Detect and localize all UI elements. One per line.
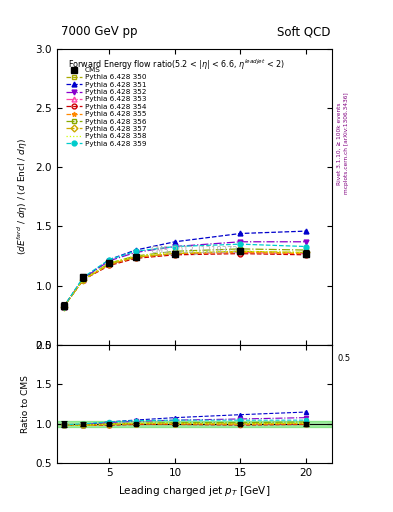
Pythia 6.428 353: [107, 261, 112, 267]
Pythia 6.428 356: [173, 248, 177, 254]
Pythia 6.428 356: [133, 253, 138, 259]
Pythia 6.428 359: [303, 243, 308, 249]
Pythia 6.428 351: [133, 247, 138, 253]
Pythia 6.428 350: [133, 254, 138, 260]
Pythia 6.428 359: [107, 257, 112, 263]
Pythia 6.428 359: [133, 248, 138, 254]
Line: Pythia 6.428 351: Pythia 6.428 351: [61, 229, 309, 309]
Pythia 6.428 352: [107, 258, 112, 264]
Text: CMS_2013_I1218372: CMS_2013_I1218372: [151, 246, 238, 254]
Pythia 6.428 350: [238, 248, 243, 254]
Y-axis label: $(dE^{fard}$ / $d\eta)$ / $(d$ Encl / $d\eta)$: $(dE^{fard}$ / $d\eta)$ / $(d$ Encl / $d…: [16, 138, 30, 255]
Pythia 6.428 350: [61, 304, 66, 310]
Line: Pythia 6.428 355: Pythia 6.428 355: [61, 250, 309, 309]
Pythia 6.428 358: [133, 253, 138, 259]
Pythia 6.428 358: [173, 249, 177, 255]
Pythia 6.428 354: [238, 250, 243, 257]
Line: Pythia 6.428 357: Pythia 6.428 357: [61, 249, 309, 309]
Pythia 6.428 352: [81, 275, 86, 282]
Line: Pythia 6.428 352: Pythia 6.428 352: [61, 239, 309, 309]
Pythia 6.428 351: [107, 257, 112, 263]
Pythia 6.428 350: [303, 250, 308, 257]
Pythia 6.428 359: [238, 241, 243, 247]
Pythia 6.428 355: [61, 304, 66, 310]
Pythia 6.428 352: [61, 304, 66, 310]
Y-axis label: Ratio to CMS: Ratio to CMS: [21, 375, 30, 433]
Pythia 6.428 354: [133, 255, 138, 262]
Line: Pythia 6.428 356: Pythia 6.428 356: [61, 246, 309, 309]
Pythia 6.428 355: [107, 261, 112, 267]
Pythia 6.428 352: [238, 239, 243, 245]
Pythia 6.428 352: [173, 243, 177, 249]
Pythia 6.428 352: [303, 239, 308, 245]
Pythia 6.428 357: [81, 276, 86, 283]
Pythia 6.428 358: [61, 304, 66, 310]
Pythia 6.428 355: [173, 250, 177, 257]
Pythia 6.428 356: [107, 260, 112, 266]
Text: 7000 GeV pp: 7000 GeV pp: [61, 26, 138, 38]
Pythia 6.428 351: [303, 228, 308, 234]
Pythia 6.428 359: [61, 304, 66, 310]
Line: Pythia 6.428 358: Pythia 6.428 358: [64, 251, 306, 307]
Pythia 6.428 356: [238, 246, 243, 252]
Pythia 6.428 354: [61, 304, 66, 310]
Pythia 6.428 351: [173, 239, 177, 245]
Pythia 6.428 355: [81, 276, 86, 283]
Pythia 6.428 356: [303, 247, 308, 253]
Pythia 6.428 353: [173, 250, 177, 257]
Pythia 6.428 350: [81, 276, 86, 283]
Pythia 6.428 359: [81, 274, 86, 281]
Pythia 6.428 354: [81, 276, 86, 283]
X-axis label: Leading charged jet $p_T$ [GeV]: Leading charged jet $p_T$ [GeV]: [118, 484, 271, 498]
Pythia 6.428 358: [107, 260, 112, 266]
Pythia 6.428 355: [133, 254, 138, 260]
Pythia 6.428 358: [238, 248, 243, 254]
Text: mcplots.cern.ch [arXiv:1306.3436]: mcplots.cern.ch [arXiv:1306.3436]: [344, 93, 349, 194]
Line: Pythia 6.428 350: Pythia 6.428 350: [61, 249, 309, 309]
Bar: [57, 421, 332, 427]
Pythia 6.428 355: [303, 250, 308, 257]
Pythia 6.428 350: [173, 250, 177, 257]
Pythia 6.428 357: [173, 250, 177, 257]
Text: Soft QCD: Soft QCD: [277, 26, 330, 38]
Pythia 6.428 353: [81, 276, 86, 283]
Pythia 6.428 350: [107, 261, 112, 267]
Pythia 6.428 351: [238, 230, 243, 237]
Text: Rivet 3.1.10, ≥ 100k events: Rivet 3.1.10, ≥ 100k events: [337, 102, 342, 185]
Pythia 6.428 357: [303, 249, 308, 255]
Pythia 6.428 357: [61, 304, 66, 310]
Pythia 6.428 358: [303, 249, 308, 255]
Pythia 6.428 353: [61, 304, 66, 310]
Pythia 6.428 357: [107, 261, 112, 267]
Pythia 6.428 353: [303, 250, 308, 257]
Pythia 6.428 352: [133, 249, 138, 255]
Legend: CMS, Pythia 6.428 350, Pythia 6.428 351, Pythia 6.428 352, Pythia 6.428 353, Pyt: CMS, Pythia 6.428 350, Pythia 6.428 351,…: [63, 64, 149, 150]
Pythia 6.428 354: [303, 252, 308, 258]
Line: Pythia 6.428 359: Pythia 6.428 359: [61, 242, 309, 309]
Pythia 6.428 354: [107, 263, 112, 269]
Pythia 6.428 351: [61, 304, 66, 310]
Pythia 6.428 355: [238, 249, 243, 255]
Line: Pythia 6.428 354: Pythia 6.428 354: [61, 251, 309, 309]
Text: 0.5: 0.5: [337, 354, 350, 363]
Pythia 6.428 351: [81, 275, 86, 282]
Line: Pythia 6.428 353: Pythia 6.428 353: [61, 250, 309, 309]
Pythia 6.428 357: [133, 254, 138, 260]
Pythia 6.428 356: [81, 276, 86, 283]
Pythia 6.428 354: [173, 252, 177, 258]
Pythia 6.428 359: [173, 243, 177, 249]
Pythia 6.428 357: [238, 248, 243, 254]
Pythia 6.428 353: [133, 254, 138, 260]
Pythia 6.428 353: [238, 249, 243, 255]
Pythia 6.428 358: [81, 276, 86, 283]
Text: Forward Energy flow ratio(5.2 < $|\eta|$ < 6.6, $\eta^{leadjet}$ < 2): Forward Energy flow ratio(5.2 < $|\eta|$…: [68, 57, 285, 72]
Pythia 6.428 356: [61, 304, 66, 310]
